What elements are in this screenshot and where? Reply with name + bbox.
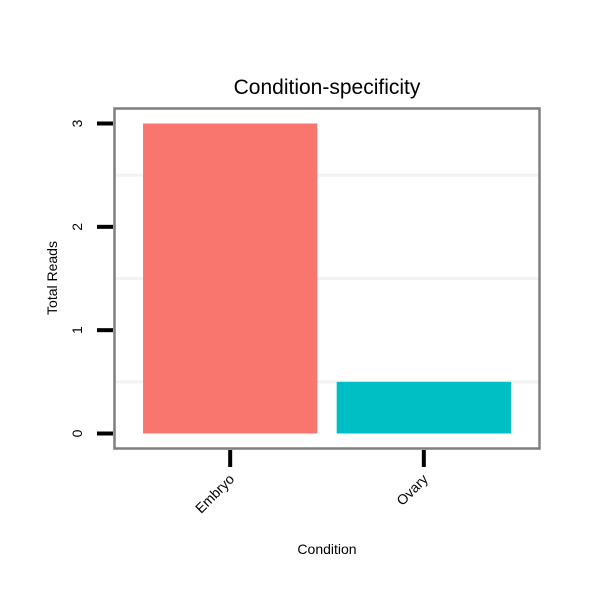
bar-embryo [143, 123, 318, 434]
y-tick-label: 2 [69, 223, 85, 231]
x-axis-label: Condition [297, 541, 356, 557]
plot-panel-border [113, 107, 541, 450]
chart-title: Condition-specificity [234, 76, 421, 99]
y-tick-label: 1 [69, 326, 85, 334]
y-tick-label: 3 [69, 119, 85, 127]
y-tick-label: 0 [69, 429, 85, 437]
y-axis: 0 1 2 3 [69, 119, 113, 437]
y-axis-label: Total Reads [44, 241, 60, 315]
bars [143, 123, 511, 434]
bar-ovary [336, 381, 511, 434]
